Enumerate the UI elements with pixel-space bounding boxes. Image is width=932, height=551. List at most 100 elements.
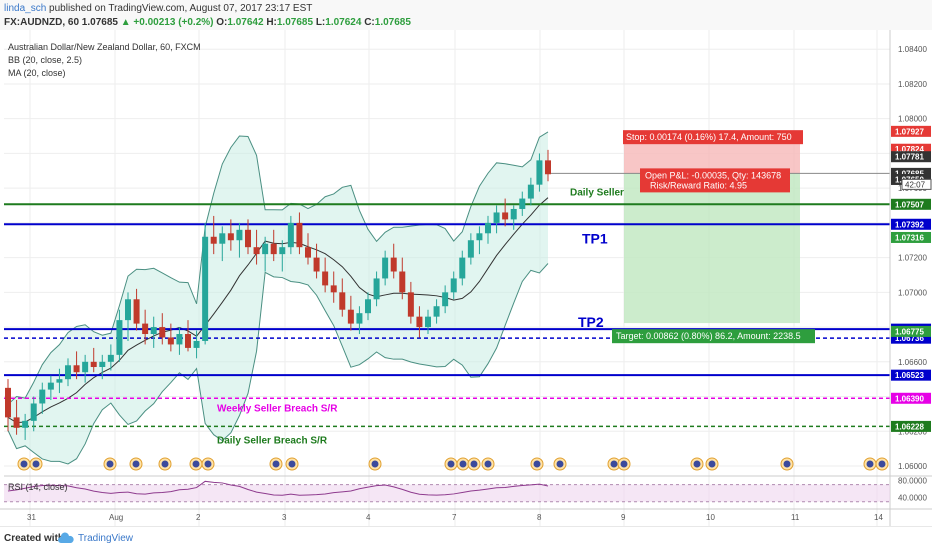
rsi-legend[interactable]: RSI (14, close) bbox=[8, 482, 68, 492]
candle-body bbox=[519, 198, 526, 209]
price-chart[interactable]: Daily Seller TP1 TP2 Weekly Seller Breach S… bbox=[0, 30, 932, 526]
candle-body bbox=[305, 247, 311, 258]
target-zone bbox=[624, 173, 800, 324]
event-dot-icon bbox=[272, 460, 280, 468]
event-dot-icon bbox=[708, 460, 716, 468]
candle-body bbox=[193, 340, 200, 348]
time-tick-label: 2 bbox=[196, 513, 201, 522]
candle-body bbox=[116, 320, 123, 355]
price-axis-tag bbox=[891, 392, 931, 404]
target-label: Target: 0.00862 (0.80%) 86.2, Amount: 22… bbox=[616, 331, 801, 341]
candle-body bbox=[185, 334, 191, 348]
open-label: O: bbox=[216, 17, 228, 28]
risk-reward-label: Risk/Reward Ratio: 4.95 bbox=[650, 180, 747, 190]
rsi-tick-label: 40.0000 bbox=[898, 493, 927, 502]
price-axis-tag bbox=[891, 143, 931, 155]
last-price: 1.07685 bbox=[81, 17, 118, 28]
candle-body bbox=[382, 257, 389, 279]
candle-body bbox=[210, 236, 217, 244]
candle-body bbox=[227, 233, 234, 241]
price-axis-tag-label: 1.06736 bbox=[895, 334, 924, 343]
candle-body bbox=[245, 229, 251, 248]
price-axis-tag-label: 1.07392 bbox=[895, 220, 924, 229]
candle-body bbox=[90, 361, 97, 368]
candle-body bbox=[107, 354, 114, 362]
candle-body bbox=[493, 212, 500, 223]
candle-body bbox=[356, 313, 363, 324]
candle-body bbox=[365, 299, 371, 314]
candle-body bbox=[82, 361, 89, 373]
price-axis-tag-label: 1.07781 bbox=[895, 153, 924, 162]
footer: Created with TradingView bbox=[0, 526, 932, 551]
low-label: L: bbox=[315, 17, 326, 28]
candle-body bbox=[99, 361, 106, 368]
event-dot-icon bbox=[288, 460, 296, 468]
price-tick-label: 1.08200 bbox=[898, 80, 927, 89]
candle-body bbox=[22, 420, 29, 428]
price-axis-tag bbox=[891, 151, 931, 163]
price-axis-tag-label: 1.06523 bbox=[895, 371, 924, 380]
candle-body bbox=[527, 184, 534, 199]
candle-body bbox=[202, 236, 209, 341]
price-axis bbox=[890, 30, 932, 526]
symbol-label[interactable]: FX:AUDNZD, 60 bbox=[4, 17, 80, 28]
rsi-band bbox=[4, 484, 890, 502]
bollinger-upper bbox=[7, 131, 549, 405]
event-dot-icon bbox=[470, 460, 478, 468]
level-label: Daily Seller Breach S/R bbox=[217, 435, 328, 446]
event-dot-icon bbox=[161, 460, 169, 468]
bb-legend[interactable]: BB (20, close, 2.5) bbox=[8, 55, 83, 65]
price-axis-tag-label: 1.07824 bbox=[895, 145, 924, 154]
tradingview-brand[interactable]: TradingView bbox=[78, 533, 134, 544]
event-dot-icon bbox=[878, 460, 886, 468]
created-with-text: Created with bbox=[4, 533, 65, 544]
candle-body bbox=[279, 247, 286, 255]
event-dot-icon bbox=[447, 460, 455, 468]
event-dot-icon bbox=[132, 460, 140, 468]
time-tick-label: 11 bbox=[791, 513, 800, 522]
chart-title-legend: Australian Dollar/New Zealand Dollar, 60… bbox=[8, 42, 201, 52]
event-dot-icon bbox=[371, 460, 379, 468]
candle-body bbox=[133, 299, 140, 324]
price-axis-tag-label: 1.07507 bbox=[895, 200, 924, 209]
candle-body bbox=[65, 365, 71, 380]
close-value: 1.07685 bbox=[374, 17, 411, 28]
time-tick-label: 14 bbox=[874, 513, 883, 522]
ma-legend[interactable]: MA (20, close) bbox=[8, 68, 66, 78]
event-dot-icon bbox=[620, 460, 628, 468]
price-axis-tag bbox=[891, 369, 931, 381]
price-change: +0.00213 (+0.2%) bbox=[133, 17, 214, 28]
candle-body bbox=[347, 309, 354, 324]
candle-body bbox=[253, 247, 260, 255]
candle-body bbox=[13, 417, 20, 428]
price-axis-tag bbox=[891, 325, 931, 337]
event-dot-icon bbox=[20, 460, 28, 468]
author-link[interactable]: linda_sch bbox=[4, 3, 47, 14]
price-axis-tag bbox=[891, 332, 931, 344]
price-axis-tag-label: 1.06228 bbox=[895, 422, 924, 431]
candle-body bbox=[330, 285, 337, 293]
time-tick-label: 31 bbox=[27, 513, 36, 522]
candle-body bbox=[176, 334, 183, 345]
tradingview-cloud-icon bbox=[58, 532, 74, 543]
bollinger-band-fill bbox=[8, 131, 548, 464]
event-dot-icon bbox=[610, 460, 618, 468]
candle-body bbox=[450, 278, 457, 293]
event-dot-icon bbox=[693, 460, 701, 468]
candle-body bbox=[236, 229, 243, 241]
candle-body bbox=[373, 278, 380, 300]
level-label: Daily Seller bbox=[570, 187, 624, 198]
candle-body bbox=[433, 306, 440, 317]
candle-body bbox=[73, 365, 80, 373]
candle-body bbox=[510, 208, 517, 220]
event-dot-icon bbox=[484, 460, 492, 468]
candle-body bbox=[296, 222, 303, 248]
price-axis-tag bbox=[891, 198, 931, 210]
candle-body bbox=[150, 327, 157, 335]
publish-info: published on TradingView.com, August 07,… bbox=[49, 3, 313, 14]
candle-body bbox=[159, 327, 166, 338]
candle-body bbox=[5, 387, 11, 418]
price-axis-tag bbox=[891, 420, 931, 432]
candle-body bbox=[545, 160, 551, 175]
event-dot-icon bbox=[106, 460, 114, 468]
